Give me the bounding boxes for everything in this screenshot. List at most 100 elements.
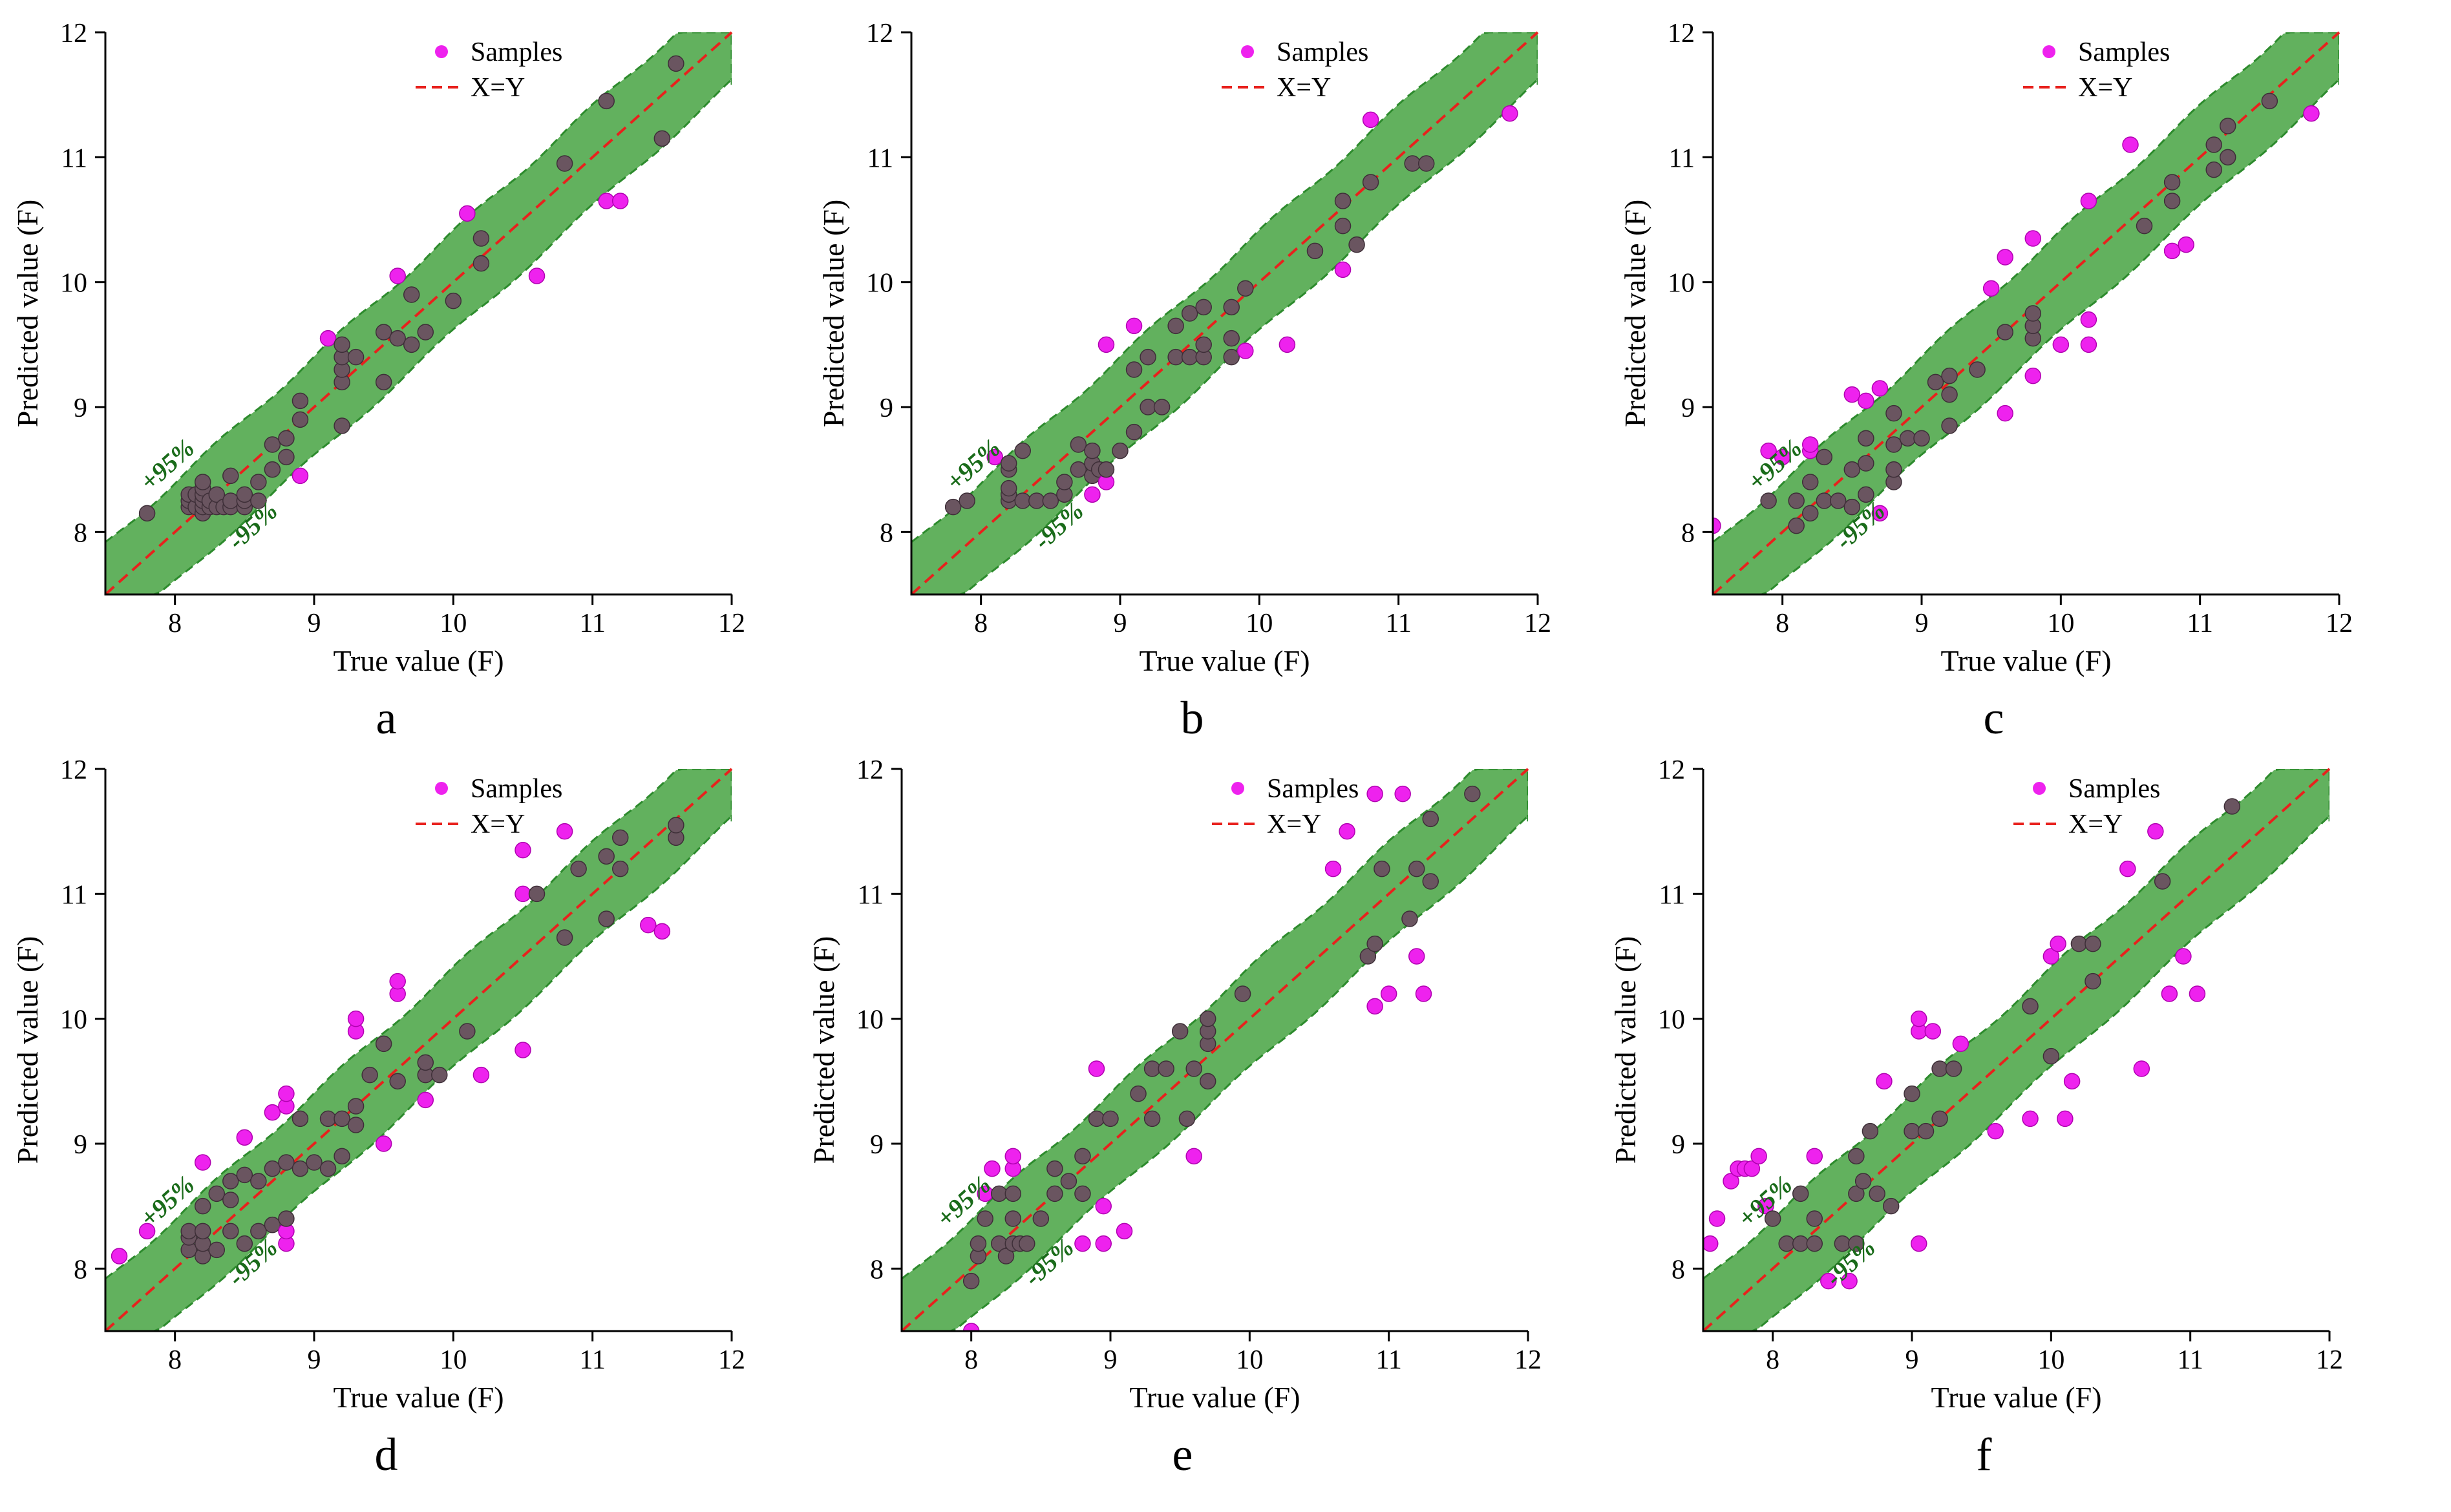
sample-point <box>292 467 309 485</box>
sample-point <box>1185 1060 1202 1077</box>
panel-label: b <box>1181 692 1204 744</box>
sample-point <box>2178 236 2194 253</box>
sample-point <box>2219 149 2236 166</box>
sample-point <box>1237 280 1254 297</box>
sample-point <box>1324 860 1342 877</box>
sample-point <box>1140 399 1156 415</box>
sample-point <box>1181 348 1198 366</box>
sample-point <box>1913 430 1930 447</box>
sample-point <box>222 467 239 485</box>
sample-point <box>1362 174 1379 191</box>
sample-point <box>598 193 615 209</box>
sample-point <box>375 324 392 341</box>
sample-point <box>1140 348 1156 366</box>
sample-point <box>1178 1110 1196 1128</box>
sample-point <box>1014 492 1032 509</box>
y-tick-label: 12 <box>60 755 87 785</box>
sample-point <box>1042 492 1059 509</box>
sample-point <box>264 1104 281 1121</box>
sample-point <box>1223 348 1240 366</box>
x-tick-label: 10 <box>2037 1345 2064 1375</box>
sample-point <box>1806 1148 1823 1165</box>
sample-point <box>1464 785 1481 803</box>
sample-point <box>445 292 462 310</box>
sample-point <box>1130 1085 1147 1102</box>
y-tick-label: 11 <box>858 880 884 910</box>
sample-point <box>1195 336 1212 353</box>
sample-point <box>1501 105 1518 122</box>
sample-point <box>1334 261 1352 278</box>
sample-point <box>1760 442 1777 459</box>
sample-point <box>334 1148 350 1165</box>
sample-point <box>1862 1122 1879 1140</box>
legend-samples-label: Samples <box>471 774 562 804</box>
x-tick-label: 10 <box>1246 609 1273 638</box>
sample-point <box>347 1117 365 1133</box>
sample-point <box>556 155 573 172</box>
sample-point <box>2303 105 2320 122</box>
sample-point <box>264 1160 281 1177</box>
sample-point <box>334 336 350 353</box>
sample-point <box>250 1173 267 1190</box>
sample-point <box>1143 1110 1161 1128</box>
sample-point <box>292 1110 309 1128</box>
sample-point <box>611 193 629 209</box>
sample-point <box>334 1110 350 1128</box>
sample-point <box>1869 1185 1885 1202</box>
sample-point <box>2136 217 2153 235</box>
sample-point <box>1924 1023 1942 1040</box>
identity-line <box>900 768 1529 1332</box>
sample-point <box>1952 1035 1969 1053</box>
sample-point <box>2063 1073 2081 1090</box>
identity-line <box>104 31 733 596</box>
sample-point <box>1143 1060 1161 1077</box>
sample-point <box>1743 1160 1761 1177</box>
sample-point <box>250 1223 267 1240</box>
legend-samples-label: Samples <box>2068 774 2160 804</box>
sample-point <box>1788 517 1805 534</box>
x-axis-label: True value (F) <box>333 1381 504 1414</box>
sample-point <box>1885 436 1902 453</box>
x-tick-label: 9 <box>1915 609 1929 638</box>
sample-point <box>556 929 573 946</box>
sample-point <box>1004 1185 1022 1202</box>
legend-samples-label: Samples <box>1267 774 1359 804</box>
sample-point <box>1167 348 1184 366</box>
sample-point <box>1941 367 1958 384</box>
sample-point <box>556 823 573 840</box>
sample-point <box>375 1135 392 1152</box>
sample-point <box>1422 810 1439 828</box>
identity-line <box>910 31 1539 596</box>
legend-samples-marker <box>435 782 448 795</box>
axes-frame <box>104 32 732 596</box>
sample-point <box>668 55 684 72</box>
sample-point <box>1417 155 1435 172</box>
legend-line-label: X=Y <box>471 810 525 839</box>
sample-point <box>2080 311 2097 328</box>
sample-point <box>1334 217 1352 235</box>
sample-point <box>1004 1210 1022 1227</box>
legend-samples-label: Samples <box>1277 37 1368 67</box>
sample-point <box>1941 386 1958 403</box>
sample-point <box>222 1173 239 1190</box>
sample-point <box>2050 935 2066 952</box>
x-tick-label: 8 <box>964 1345 978 1375</box>
x-tick-label: 8 <box>168 1345 182 1375</box>
sample-point <box>977 1210 993 1227</box>
sample-point <box>1185 1148 1202 1165</box>
sample-point <box>1848 1185 1865 1202</box>
sample-point <box>2205 136 2222 153</box>
sample-point <box>1801 474 1819 490</box>
sample-point <box>1158 1060 1174 1077</box>
x-axis-label: True value (F) <box>1940 644 2111 677</box>
sample-point <box>1703 1235 1719 1252</box>
x-tick-label: 12 <box>1524 609 1551 638</box>
x-tick-label: 9 <box>1114 609 1127 638</box>
y-tick-label: 11 <box>867 143 893 173</box>
sample-point <box>1415 985 1432 1002</box>
sample-point <box>570 860 587 877</box>
sample-point <box>1841 1272 1858 1290</box>
